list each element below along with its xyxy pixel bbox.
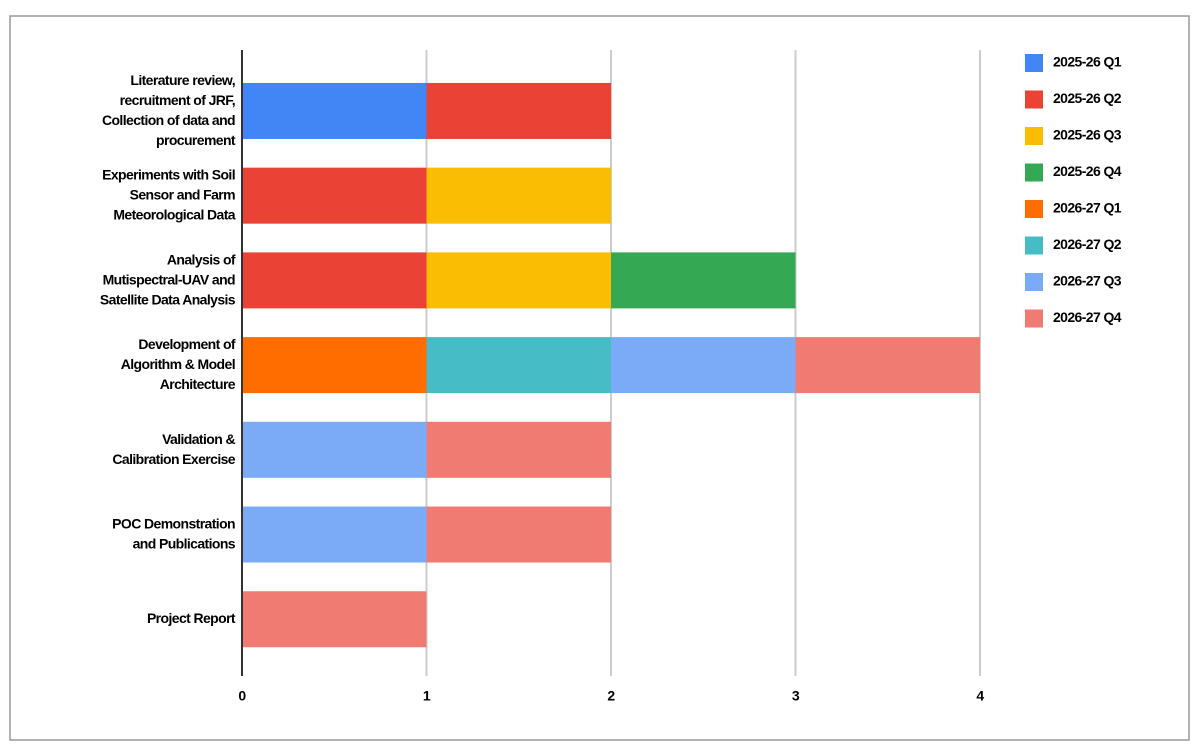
legend-swatch [1025, 200, 1043, 218]
y-tick-label-line: Validation & [162, 431, 235, 447]
bar-segment [242, 591, 427, 648]
bar-segment [242, 421, 427, 478]
y-tick-label: POC Demonstration and Publications [112, 515, 236, 551]
y-tick-label-line: Experiments with Soil [102, 166, 235, 182]
y-tick-label-line: and Publications [133, 535, 236, 551]
y-tick-label-line: Collection of data and [102, 112, 235, 128]
y-tick-label: Experiments with Soil Sensor and Farm Mete… [102, 166, 236, 222]
y-tick-label-line: recruitment of JRF, [120, 92, 235, 108]
x-tick-label: 0 [238, 688, 246, 704]
bar-segment [426, 506, 611, 563]
legend-swatch [1025, 127, 1043, 145]
x-tick-label: 3 [792, 688, 800, 704]
y-tick-label: Project Report [147, 610, 236, 626]
bar-segment [242, 167, 427, 224]
bar-segment [426, 337, 611, 394]
legend-label: 2025-26 Q4 [1053, 163, 1122, 179]
bar-segment [242, 82, 427, 139]
y-tick-label-line: Sensor and Farm [130, 186, 236, 202]
y-tick-label-line: Literature review, [130, 72, 235, 88]
y-tick-label: Validation & Calibration Exercise [112, 431, 235, 467]
y-tick-label-line: Satellite Data Analysis [100, 291, 236, 307]
legend-swatch [1025, 309, 1043, 328]
bar-segment [426, 421, 611, 478]
legend-label: 2026-27 Q3 [1053, 273, 1122, 289]
y-tick-label-line: Calibration Exercise [112, 451, 235, 467]
legend-swatch [1025, 163, 1043, 182]
legend-swatch [1025, 90, 1043, 109]
x-tick-label: 1 [423, 688, 431, 704]
bar-segment [611, 337, 796, 394]
y-tick-label-line: Meteorological Data [113, 206, 235, 222]
bar-segment [242, 506, 427, 563]
y-tick-label-line: Mutispectral-UAV and [103, 271, 235, 287]
bar-segment [795, 337, 980, 394]
legend-label: 2026-27 Q4 [1053, 309, 1122, 325]
legend-swatch [1025, 273, 1043, 291]
bar-segment [426, 82, 611, 139]
legend-label: 2026-27 Q1 [1053, 200, 1122, 216]
y-tick-label-line: Project Report [147, 610, 236, 626]
y-tick-label-line: procurement [156, 132, 236, 148]
y-tick-label-line: Algorithm & Model [121, 356, 235, 372]
bar-segment [426, 252, 611, 309]
legend-label: 2025-26 Q3 [1053, 127, 1122, 143]
legend-label: 2026-27 Q2 [1053, 236, 1122, 252]
legend-label: 2025-26 Q1 [1053, 54, 1122, 70]
legend-swatch [1025, 54, 1043, 72]
y-tick-label: Analysis of Mutispectral-UAV and Satellite… [100, 251, 236, 307]
bar-segment [426, 167, 611, 224]
x-tick-label: 4 [976, 688, 984, 704]
y-tick-label-line: POC Demonstration [112, 515, 235, 531]
bar-segment [242, 252, 427, 309]
legend-label: 2025-26 Q2 [1053, 90, 1122, 106]
y-tick-label: Development of Algorithm & Model Architect… [121, 336, 236, 392]
bar-segment [611, 252, 796, 309]
bar-segment [242, 337, 427, 394]
legend-swatch [1025, 236, 1043, 255]
y-tick-label-line: Analysis of [167, 251, 236, 267]
y-tick-label: Literature review, recruitment of JRF, Col… [102, 72, 236, 148]
y-tick-label-line: Architecture [160, 376, 236, 392]
x-tick-label: 2 [607, 688, 615, 704]
y-tick-label-line: Development of [138, 336, 236, 352]
